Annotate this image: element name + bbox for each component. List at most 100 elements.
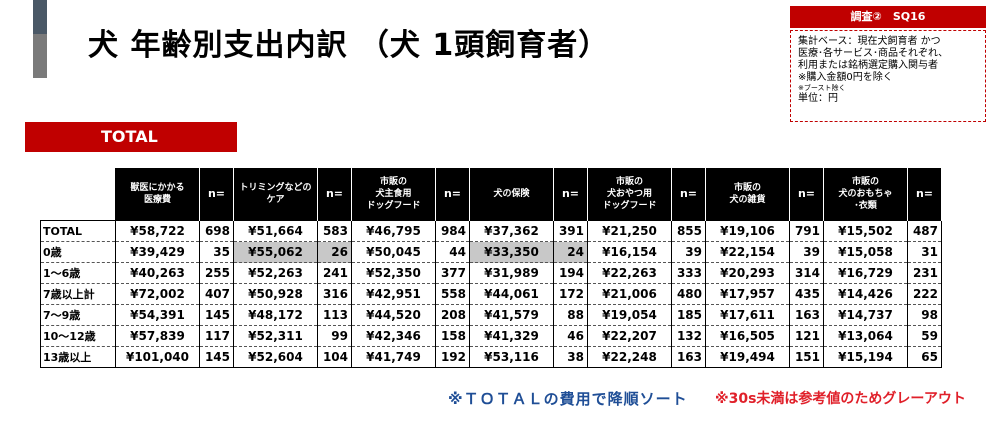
sample-size-cell: 104	[317, 346, 352, 368]
row-label: 7歳以上計	[40, 283, 116, 305]
header-line: 獣医にかかる	[130, 183, 185, 193]
sample-size-cell: 194	[553, 262, 588, 284]
header-row: 獣医にかかる 医療費 n= トリミングなどの ケア n= 市販の 犬主食用 ドッグフード n= 犬の…	[40, 168, 942, 221]
table-row: 10～12歳 ¥57,839 117 ¥52,311 99 ¥42,346 158 ¥41,3…	[40, 325, 942, 347]
sample-size-cell: 185	[671, 304, 706, 326]
column-header: 市販の 犬の雑貨	[705, 168, 790, 221]
row-label: 10～12歳	[40, 325, 116, 347]
amount-cell: ¥42,951	[351, 283, 436, 305]
amount-cell: ¥21,006	[587, 283, 672, 305]
note-line: 医療･各サービス･商品それぞれ、	[798, 48, 949, 59]
amount-cell: ¥14,737	[823, 304, 908, 326]
amount-cell: ¥13,064	[823, 325, 908, 347]
row-label: 1～6歳	[40, 262, 116, 284]
column-header-n: n=	[435, 168, 470, 221]
header-line: 犬おやつ用	[606, 189, 652, 199]
sort-note: ※ＴＯＴＡＬの費用で降順ソート	[448, 390, 688, 408]
sample-size-cell: 558	[435, 283, 470, 305]
amount-cell: ¥19,106	[705, 220, 790, 242]
sample-size-cell: 984	[435, 220, 470, 242]
survey-badge: 調査② SQ16	[790, 6, 986, 28]
row-label: 0歳	[40, 241, 116, 263]
amount-cell: ¥22,248	[587, 346, 672, 368]
amount-cell: ¥16,729	[823, 262, 908, 284]
sample-size-cell: 24	[553, 241, 588, 263]
column-header: 市販の 犬主食用 ドッグフード	[351, 168, 436, 221]
note-line: ※ブースト除く	[798, 84, 846, 92]
header-line: ドッグフード	[602, 201, 657, 211]
amount-cell: ¥17,611	[705, 304, 790, 326]
header-line: 犬の保険	[493, 189, 530, 199]
expense-table: 獣医にかかる 医療費 n= トリミングなどの ケア n= 市販の 犬主食用 ドッグフード n= 犬の…	[40, 168, 942, 368]
sample-size-cell: 583	[317, 220, 352, 242]
accent-bar-top	[33, 0, 47, 34]
page-title: 犬 年齢別支出内訳 （犬 1頭飼育者）	[88, 28, 610, 63]
amount-cell: ¥52,311	[233, 325, 318, 347]
amount-cell: ¥15,502	[823, 220, 908, 242]
amount-cell: ¥51,664	[233, 220, 318, 242]
amount-cell: ¥50,045	[351, 241, 436, 263]
amount-cell: ¥22,263	[587, 262, 672, 284]
sample-size-cell: 480	[671, 283, 706, 305]
header-line: 犬のおもちゃ	[838, 189, 893, 199]
sample-size-cell: 377	[435, 262, 470, 284]
sample-size-cell: 231	[907, 262, 942, 284]
amount-cell: ¥15,194	[823, 346, 908, 368]
amount-cell: ¥19,494	[705, 346, 790, 368]
column-header-n: n=	[199, 168, 234, 221]
sample-size-cell: 113	[317, 304, 352, 326]
amount-cell: ¥22,154	[705, 241, 790, 263]
amount-cell: ¥42,346	[351, 325, 436, 347]
amount-cell: ¥52,604	[233, 346, 318, 368]
sample-size-cell: 791	[789, 220, 824, 242]
sample-size-cell: 59	[907, 325, 942, 347]
sample-size-cell: 391	[553, 220, 588, 242]
table-body: TOTAL ¥58,722 698 ¥51,664 583 ¥46,795 984 ¥37,3…	[40, 220, 942, 368]
sample-size-cell: 698	[199, 220, 234, 242]
sample-size-cell: 163	[789, 304, 824, 326]
header-line: ドッグフード	[366, 201, 421, 211]
sample-size-cell: 121	[789, 325, 824, 347]
amount-cell: ¥39,429	[115, 241, 200, 263]
sample-size-cell: 39	[789, 241, 824, 263]
sample-size-cell: 117	[199, 325, 234, 347]
amount-cell: ¥53,116	[469, 346, 554, 368]
table-row: 13歳以上 ¥101,040 145 ¥52,604 104 ¥41,749 192 ¥53,…	[40, 346, 942, 368]
note-line: 利用または銘柄選定購入関与者	[798, 60, 938, 71]
amount-cell: ¥44,061	[469, 283, 554, 305]
sample-size-cell: 65	[907, 346, 942, 368]
table-row: 7歳以上計 ¥72,002 407 ¥50,928 316 ¥42,951 558 ¥44,0…	[40, 283, 942, 305]
amount-cell: ¥54,391	[115, 304, 200, 326]
sample-size-cell: 151	[789, 346, 824, 368]
grayout-note: ※30s未満は参考値のためグレーアウト	[715, 391, 966, 407]
amount-cell: ¥19,054	[587, 304, 672, 326]
amount-cell: ¥72,002	[115, 283, 200, 305]
column-header: 犬の保険	[469, 168, 554, 221]
amount-cell: ¥16,154	[587, 241, 672, 263]
header-line: n=	[207, 187, 226, 200]
sample-size-cell: 333	[671, 262, 706, 284]
sample-size-cell: 98	[907, 304, 942, 326]
amount-cell: ¥17,957	[705, 283, 790, 305]
sample-size-cell: 255	[199, 262, 234, 284]
sample-size-cell: 26	[317, 241, 352, 263]
amount-cell: ¥20,293	[705, 262, 790, 284]
amount-cell: ¥46,795	[351, 220, 436, 242]
sample-size-cell: 88	[553, 304, 588, 326]
header-line: ケア	[266, 195, 285, 205]
sample-size-cell: 855	[671, 220, 706, 242]
amount-cell: ¥52,263	[233, 262, 318, 284]
amount-cell: ¥50,928	[233, 283, 318, 305]
amount-cell: ¥37,362	[469, 220, 554, 242]
amount-cell: ¥101,040	[115, 346, 200, 368]
header-line: n=	[915, 187, 934, 200]
corner-cell	[40, 168, 116, 221]
amount-cell: ¥55,062	[233, 241, 318, 263]
sample-size-cell: 316	[317, 283, 352, 305]
section-tab-total: TOTAL	[25, 122, 237, 152]
header-line: 市販の	[379, 177, 407, 187]
sample-size-cell: 35	[199, 241, 234, 263]
column-header-n: n=	[789, 168, 824, 221]
header-line: 市販の	[733, 183, 761, 193]
row-label: 13歳以上	[40, 346, 116, 368]
